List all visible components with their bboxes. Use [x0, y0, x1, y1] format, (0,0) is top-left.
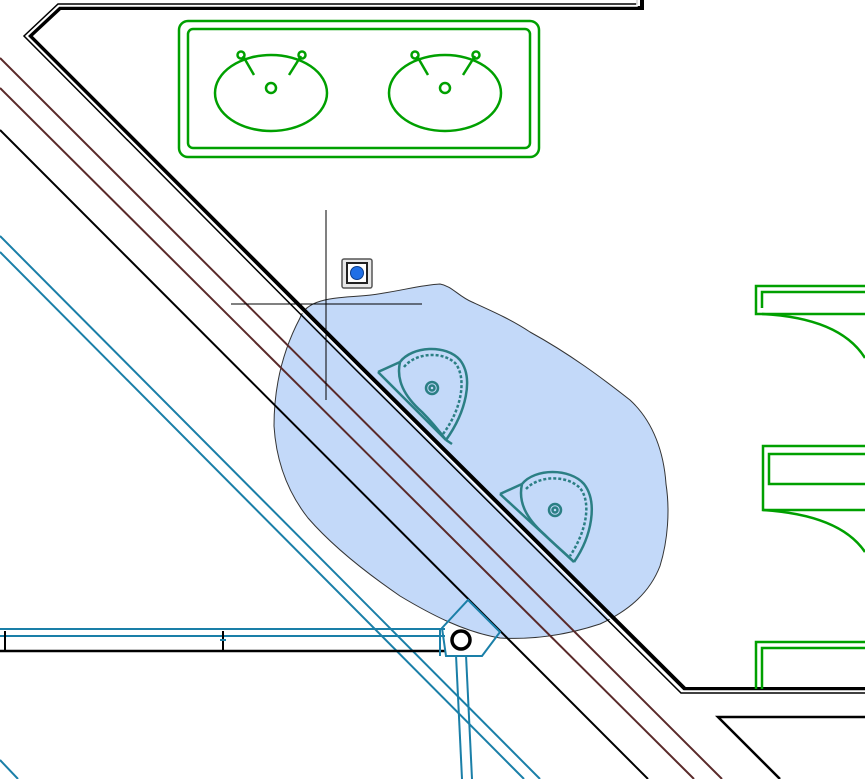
selected-fixture-1[interactable] [377, 347, 469, 446]
wall-diagonal-line[interactable] [0, 129, 649, 779]
blue-pipe-diagonal[interactable] [0, 235, 541, 779]
pipe-node-circle[interactable] [450, 629, 472, 651]
double-sink-vanity[interactable] [177, 19, 541, 159]
brown-pipe-lines[interactable] [0, 57, 723, 779]
pipe-fitting[interactable] [439, 598, 502, 779]
wall-bottom-right[interactable] [714, 715, 865, 779]
selected-fixture-2[interactable] [499, 470, 593, 563]
wall-top-left[interactable] [22, 0, 865, 694]
horizontal-pipe-run[interactable] [0, 628, 445, 653]
lasso-selection-region[interactable] [273, 283, 669, 639]
crosshair-cursor-icon [231, 210, 422, 400]
right-stall-fixtures[interactable] [754, 284, 865, 689]
object-snap-node-icon [341, 258, 373, 289]
